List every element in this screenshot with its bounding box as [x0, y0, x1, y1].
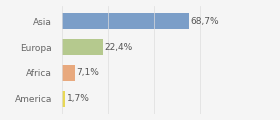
Bar [62, 39, 103, 55]
Text: 68,7%: 68,7% [190, 17, 219, 26]
Bar [62, 13, 188, 29]
Text: 7,1%: 7,1% [76, 68, 99, 77]
Text: 1,7%: 1,7% [67, 94, 90, 103]
Bar [62, 65, 75, 81]
Bar [62, 91, 65, 107]
Text: 22,4%: 22,4% [105, 43, 133, 52]
